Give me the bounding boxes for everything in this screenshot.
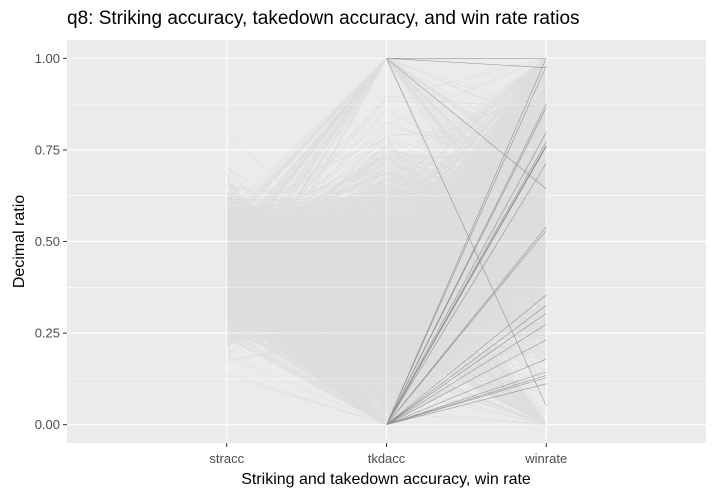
grid-layer <box>67 40 706 443</box>
parallel-lines-layer <box>226 57 547 426</box>
y-tick-label: 0.75 <box>35 142 60 157</box>
parallel-line-series <box>226 57 547 426</box>
y-tick-label: 0.50 <box>35 234 60 249</box>
x-axis-ticks: stracc tkdacc winrate <box>209 443 567 466</box>
parallel-line-extremes <box>386 58 547 425</box>
y-tick-label: 1.00 <box>35 51 60 66</box>
y-axis-ticks: 0.00 0.25 0.50 0.75 1.00 <box>35 51 67 432</box>
x-tick-label-stracc: stracc <box>209 451 244 466</box>
y-tick-label: 0.00 <box>35 417 60 432</box>
y-tick-label: 0.25 <box>35 326 60 341</box>
x-tick-label-winrate: winrate <box>524 451 567 466</box>
chart-title: q8: Striking accuracy, takedown accuracy… <box>67 8 580 29</box>
x-axis-title: Striking and takedown accuracy, win rate <box>241 471 531 488</box>
y-axis-title: Decimal ratio <box>11 195 28 288</box>
x-tick-label-tkdacc: tkdacc <box>368 451 406 466</box>
